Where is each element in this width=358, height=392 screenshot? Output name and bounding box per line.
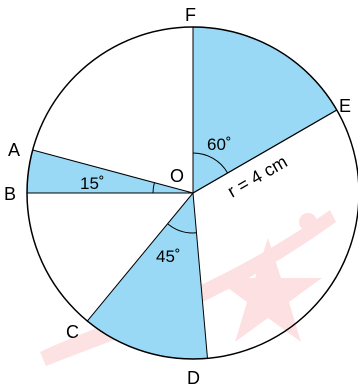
- radius-oe: [192, 109, 338, 194]
- label-point-c: C: [66, 322, 79, 342]
- label-center-o: O: [170, 166, 184, 186]
- label-angle-aob: 15˚: [80, 174, 105, 193]
- label-point-a: A: [8, 140, 20, 160]
- label-point-e: E: [339, 96, 351, 116]
- label-point-d: D: [187, 368, 200, 388]
- watermark-star: [214, 238, 322, 342]
- angle-arc-eof: [192, 152, 229, 174]
- circle-outline: [26, 26, 358, 360]
- angle-arc-cod: [167, 223, 197, 234]
- label-point-b: B: [4, 184, 16, 204]
- label-point-f: F: [185, 5, 196, 25]
- sector-aob: [26, 149, 194, 194]
- watermark-dot: [299, 213, 317, 231]
- label-angle-eof: 60˚: [207, 135, 232, 154]
- label-angle-cod: 45˚: [156, 247, 181, 266]
- angle-arc-aob: [152, 182, 155, 194]
